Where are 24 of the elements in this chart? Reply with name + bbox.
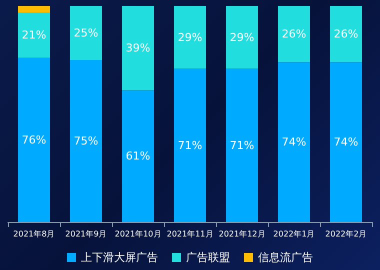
x-tick-label: 2021年9月 [65,230,107,238]
legend-label: 信息流广告 [258,251,313,264]
x-tick-label: 2021年11月 [166,230,214,238]
data-label: 21% [22,28,46,42]
data-label: 26% [282,28,306,41]
x-tick-label: 2021年10月 [114,230,162,238]
data-label: 76% [22,133,46,146]
data-label: 26% [334,28,358,41]
data-label: 71% [230,138,254,152]
data-label: 39% [126,42,150,55]
data-label: 75% [74,134,98,148]
x-tick-label: 2022年2月 [325,230,367,238]
data-label: 29% [230,30,254,44]
data-label: 61% [126,150,150,163]
data-label: 71% [178,138,202,152]
data-label: 25% [74,26,98,40]
legend-label: 上下滑大屏广告 [81,251,158,264]
x-tick-label: 2021年8月 [13,230,55,238]
legend-label: 广告联盟 [186,251,230,264]
data-label: 74% [334,136,358,149]
x-tick-label: 2021年12月 [218,230,266,238]
x-tick-label: 2022年1月 [273,230,315,238]
data-label: 29% [178,30,202,44]
data-label: 74% [282,136,306,149]
